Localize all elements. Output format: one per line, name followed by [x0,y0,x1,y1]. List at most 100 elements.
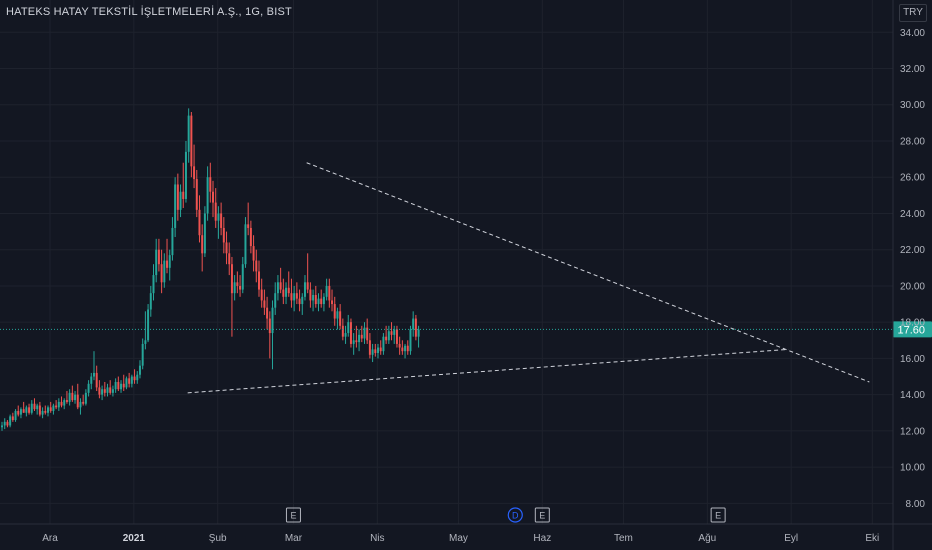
candle-body [406,345,409,352]
candle [98,380,101,399]
candle-body [212,191,215,203]
y-tick-label: 24.00 [900,209,925,220]
candle-body [371,349,374,355]
candle [1,421,4,431]
candle-body [287,287,290,294]
candle-body [133,376,136,381]
candle-body [179,191,182,210]
candle-body [28,407,31,413]
candle [179,184,182,218]
candle-body [401,347,404,352]
x-tick-label: Eki [865,533,879,544]
candle [266,296,269,330]
candle [293,285,296,312]
candle-body [249,227,252,247]
candle-body [322,296,325,305]
candle [120,380,123,393]
candle [312,289,315,312]
currency-badge[interactable]: TRY [899,4,927,22]
symbol-title[interactable]: HATEKS HATAY TEKSTİL İŞLETMELERİ A.Ş., 1… [6,6,292,18]
candle-body [252,246,255,261]
candle-body [1,425,4,428]
candle-body [33,403,36,410]
candle-body [244,224,247,265]
candle [136,371,139,384]
x-tick-label: Nis [370,533,384,544]
candle-body [268,318,271,334]
candle-body [74,394,77,401]
candle-body [366,327,369,341]
earnings-icon [534,507,550,523]
candle [190,111,193,178]
y-tick-label: 32.00 [900,64,925,75]
earnings-icon [710,507,726,523]
candle [19,407,22,419]
earnings-marker[interactable]: E [710,507,726,523]
candle [390,322,393,341]
candle-body [385,336,388,341]
y-tick-label: 12.00 [900,426,925,437]
candle [393,325,396,344]
candle-body [103,389,106,393]
candle-body [122,383,125,388]
candle-body [290,293,293,301]
y-tick-label: 30.00 [900,100,925,111]
candle-body [363,327,366,339]
time-axis[interactable]: Ara 2021 Şub Mar Nis May Haz Tem Ağu Eyl Eki [0,523,932,544]
last-price-line: 17.60 [0,321,932,338]
dividend-marker[interactable]: D [507,507,523,523]
candle-body [198,209,201,236]
candle-body [379,347,382,352]
dividend-icon-label: D [512,511,519,521]
candle-body [293,293,296,301]
candle-body [65,400,68,402]
candle [203,206,206,257]
earnings-marker[interactable]: E [534,507,550,523]
candle [417,325,420,348]
candle-body [171,227,174,256]
candle [317,293,320,312]
last-price-tag [893,321,932,338]
candle-body [160,264,163,283]
candle [152,264,155,301]
candle [220,202,223,236]
candle-body [95,372,98,388]
candle-body [263,300,266,308]
candle [22,401,25,413]
y-tick-label: 14.00 [900,390,925,401]
candle-body [11,416,14,421]
candle [225,231,228,265]
candle [187,108,190,163]
candle-body [217,213,220,221]
candle [214,188,217,228]
candle [285,282,288,305]
candle [355,325,358,348]
price-axis[interactable]: 34.00 32.00 30.00 28.00 26.00 24.00 22.00 20.00… [892,0,925,550]
candle [49,401,52,413]
candle-body [260,289,263,301]
y-tick-label: 22.00 [900,245,925,256]
candle-body [409,329,412,352]
candle [333,296,336,326]
earnings-marker[interactable]: E [285,507,301,523]
candle-body [201,235,204,254]
candle [71,385,74,402]
candle-body [109,387,112,393]
candle-body [149,293,152,310]
y-tick-label: 20.00 [900,281,925,292]
candle-body [14,410,17,421]
candle [241,256,244,294]
candle-body [295,293,298,299]
candle [3,418,6,430]
candle [65,391,68,404]
candle-body [68,392,71,402]
candle [263,289,266,315]
candle [33,398,36,411]
candle [236,271,239,294]
candle [133,369,136,384]
candle-body [301,296,304,305]
candle-body [266,307,269,319]
candle-body [228,253,231,265]
